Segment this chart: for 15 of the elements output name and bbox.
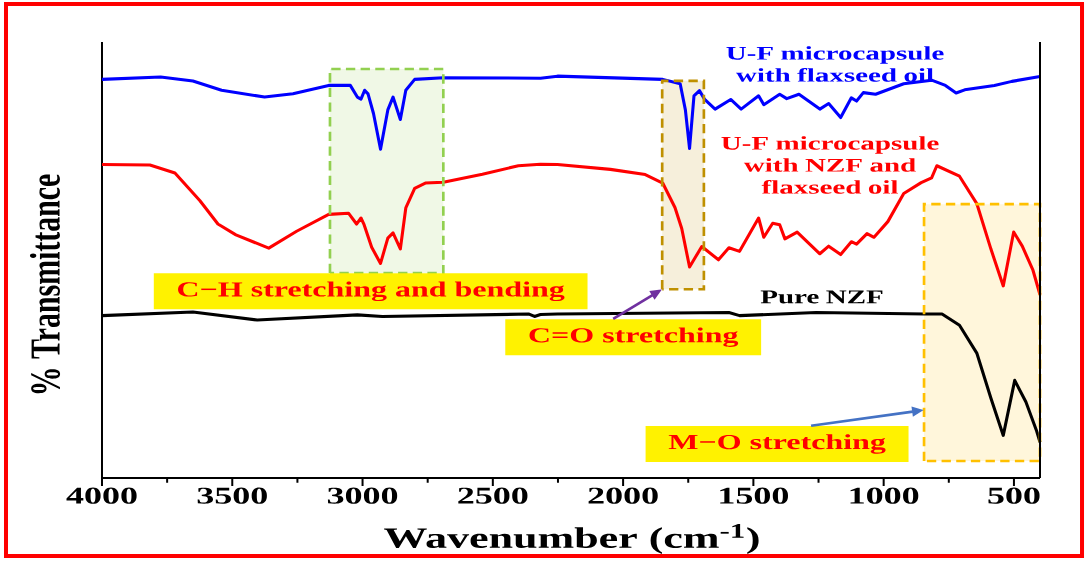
- x-tick-label: 3000: [327, 487, 398, 504]
- y-axis-title: % Transmittance: [29, 174, 61, 394]
- series-label: U-F microcapsule with NZF and flaxseed oil: [721, 136, 939, 194]
- x-tick-label: 2500: [458, 487, 528, 504]
- band-label: M−O stretching: [668, 434, 886, 454]
- x-tick-label: 2000: [588, 487, 658, 504]
- x-tick-label: 4000: [66, 487, 137, 504]
- x-tick-label: 500: [988, 487, 1040, 504]
- band-label: C=O stretching: [529, 327, 739, 347]
- x-tick-label: 3500: [197, 487, 267, 504]
- x-axis-title: Wavenumber (cm$^{-1}$): [384, 524, 759, 554]
- x-tick-label: 1000: [850, 487, 919, 504]
- x-tick-label: 1500: [720, 487, 789, 504]
- band-label: C−H stretching and bending: [178, 281, 565, 302]
- series-label: Pure NZF: [760, 290, 883, 304]
